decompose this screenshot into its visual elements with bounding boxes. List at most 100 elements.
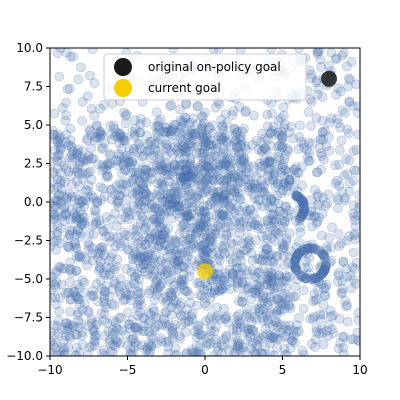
state-point	[321, 242, 332, 252]
state-point	[231, 330, 242, 341]
state-point	[59, 201, 70, 212]
state-point	[341, 61, 352, 72]
state-point	[226, 204, 237, 215]
state-point	[114, 128, 125, 139]
state-point	[181, 198, 192, 209]
state-point	[339, 332, 350, 342]
state-point	[228, 324, 239, 335]
state-point	[50, 230, 56, 241]
state-point	[194, 255, 205, 266]
state-point	[59, 160, 70, 171]
state-point	[336, 135, 347, 146]
state-point	[280, 283, 291, 293]
state-point	[115, 273, 126, 284]
state-point	[139, 252, 150, 262]
state-point	[219, 180, 230, 191]
state-point	[153, 185, 164, 196]
state-point	[269, 236, 280, 246]
state-point	[275, 167, 286, 178]
state-point	[214, 209, 225, 220]
state-point	[122, 194, 132, 205]
state-point	[217, 122, 228, 133]
state-point	[99, 138, 110, 149]
state-point	[268, 210, 279, 221]
state-point	[166, 289, 177, 300]
state-point	[271, 333, 282, 344]
state-point	[139, 259, 150, 270]
state-point	[77, 330, 87, 341]
state-point	[146, 153, 157, 164]
state-point	[184, 265, 195, 276]
state-point	[293, 249, 304, 260]
state-point	[71, 266, 82, 277]
state-point	[130, 231, 141, 242]
state-point	[199, 213, 210, 224]
state-point	[149, 229, 160, 240]
state-point	[185, 153, 196, 164]
state-point	[184, 271, 195, 282]
state-point	[140, 224, 151, 235]
state-point	[295, 213, 305, 224]
state-point	[334, 145, 345, 156]
state-point	[176, 261, 187, 272]
state-point	[192, 222, 202, 233]
state-point	[234, 317, 245, 328]
state-point	[65, 123, 76, 134]
state-point	[313, 285, 324, 296]
state-point	[170, 237, 181, 248]
state-point	[171, 190, 182, 201]
state-point	[162, 169, 173, 180]
state-point	[135, 169, 145, 180]
state-point	[219, 303, 230, 314]
state-point	[117, 325, 128, 336]
state-point	[208, 351, 219, 356]
state-point	[213, 275, 224, 286]
state-point	[180, 247, 191, 258]
state-point	[125, 344, 136, 354]
state-point	[98, 344, 109, 355]
state-point	[201, 184, 212, 195]
state-point	[123, 319, 134, 330]
state-point	[298, 285, 309, 296]
state-point	[59, 350, 70, 356]
state-point	[156, 179, 167, 190]
state-point	[137, 312, 147, 323]
state-point	[210, 226, 221, 236]
state-point	[181, 206, 192, 217]
state-point	[195, 217, 206, 228]
state-point	[139, 185, 150, 196]
state-point	[134, 184, 145, 195]
state-point	[236, 139, 247, 150]
state-point	[135, 294, 146, 305]
state-point	[116, 281, 126, 291]
state-point	[228, 185, 239, 196]
state-point	[312, 191, 323, 202]
state-point	[257, 128, 268, 139]
state-point	[184, 138, 195, 149]
state-point	[151, 218, 162, 229]
state-point	[314, 143, 325, 154]
state-point	[162, 295, 173, 306]
state-point	[96, 129, 107, 140]
state-point	[143, 318, 154, 329]
state-point	[247, 265, 258, 276]
state-point	[266, 276, 277, 287]
state-point	[74, 181, 85, 192]
state-point	[67, 154, 77, 165]
state-point	[52, 174, 63, 185]
state-point	[225, 153, 235, 164]
state-point	[249, 193, 260, 204]
state-point	[65, 214, 76, 225]
state-point	[65, 140, 76, 151]
state-point	[162, 162, 173, 173]
state-point	[113, 281, 124, 292]
state-point	[167, 166, 178, 177]
state-point	[57, 211, 67, 222]
state-point	[273, 151, 284, 162]
state-point	[263, 163, 274, 174]
state-point	[259, 241, 270, 252]
state-point	[58, 345, 69, 355]
state-point	[251, 288, 262, 299]
state-point	[125, 295, 136, 306]
state-point	[171, 183, 181, 193]
